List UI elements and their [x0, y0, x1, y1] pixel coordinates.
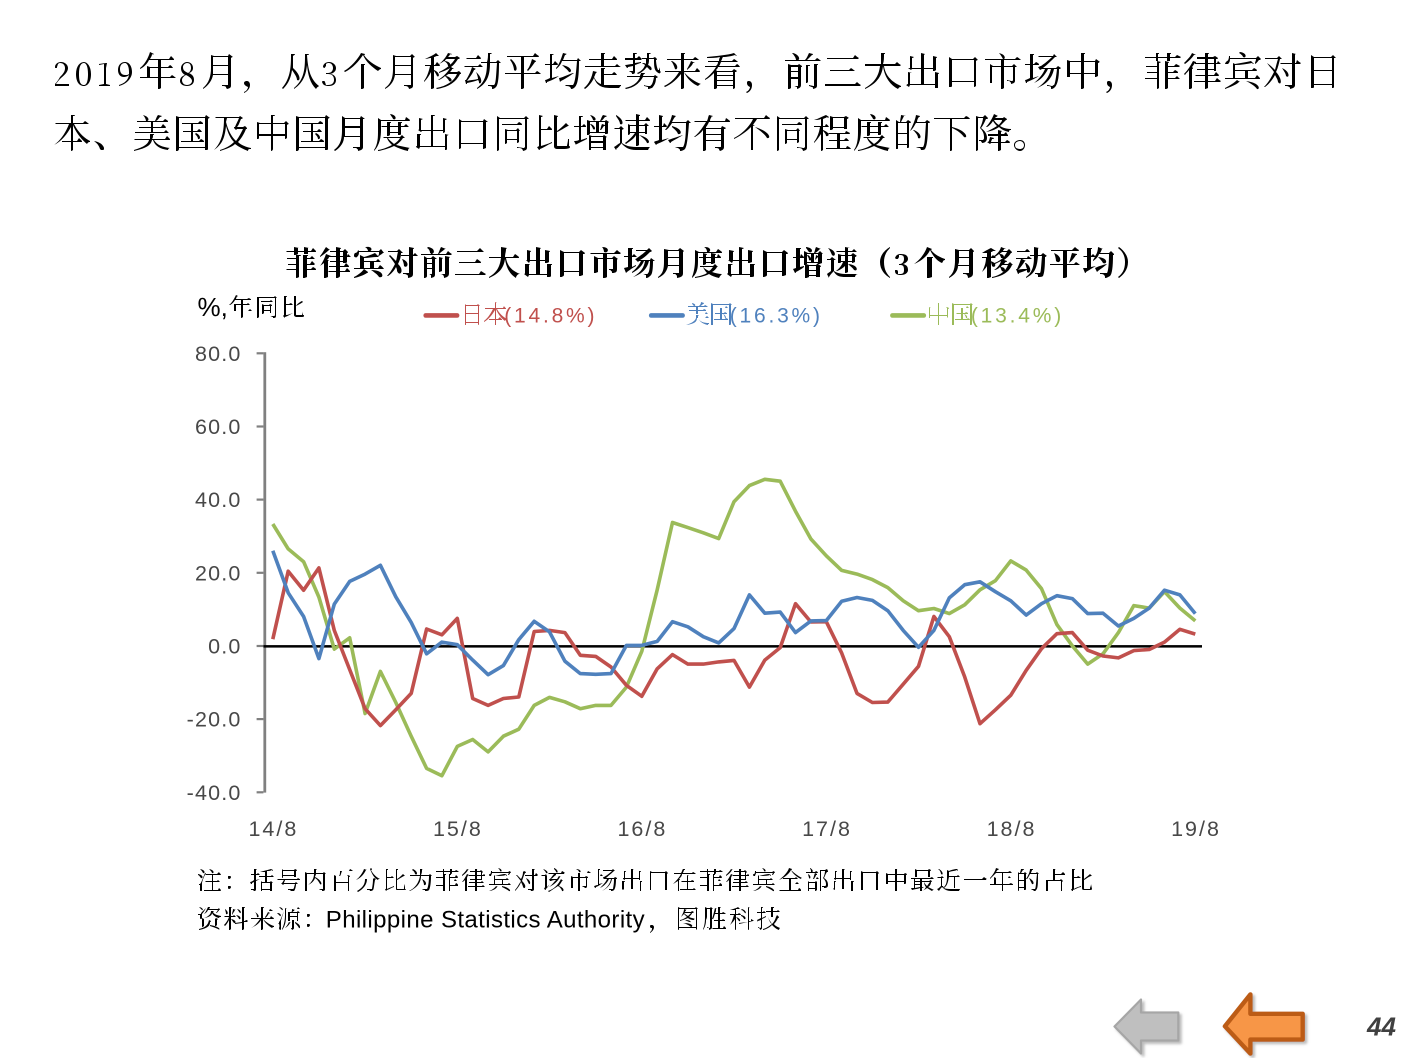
svg-text:18/8: 18/8: [987, 817, 1037, 841]
svg-text:Philippine Statistics Authorit: Philippine Statistics Authority: [326, 907, 645, 934]
svg-text:-40.0: -40.0: [187, 781, 242, 805]
svg-text:-20.0: -20.0: [187, 708, 242, 732]
svg-text:(16.3%): (16.3%): [730, 305, 823, 328]
svg-text:20.0: 20.0: [195, 561, 242, 585]
svg-text:16/8: 16/8: [617, 817, 667, 841]
svg-text:15/8: 15/8: [433, 817, 483, 841]
svg-text:17/8: 17/8: [802, 817, 852, 841]
svg-text:%,: %,: [198, 292, 228, 322]
svg-text:80.0: 80.0: [195, 342, 242, 366]
svg-text:0.0: 0.0: [208, 635, 242, 659]
svg-text:19/8: 19/8: [1171, 817, 1221, 841]
svg-text:(13.4%): (13.4%): [971, 305, 1064, 328]
svg-text:(14.8%): (14.8%): [504, 305, 597, 328]
svg-text:14/8: 14/8: [248, 817, 298, 841]
svg-text:60.0: 60.0: [195, 415, 242, 439]
svg-text:44: 44: [1366, 1012, 1396, 1042]
svg-text:40.0: 40.0: [195, 488, 242, 512]
